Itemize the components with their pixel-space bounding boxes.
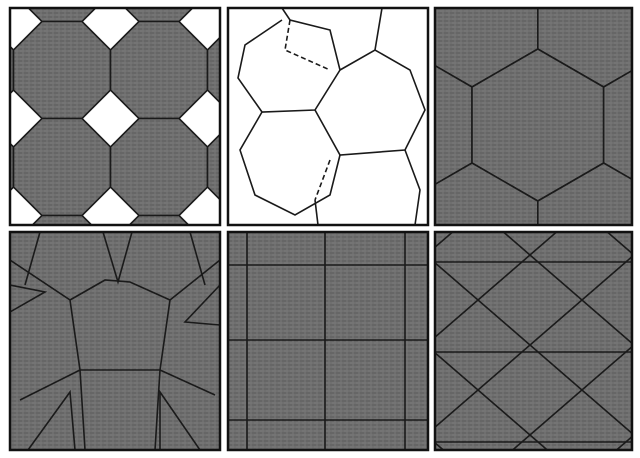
octagon — [206, 36, 220, 104]
hexagon — [537, 162, 632, 225]
outline-panel — [228, 8, 428, 225]
grid-edge — [228, 232, 428, 450]
panel-frame — [226, 6, 430, 227]
hexagon-panel — [435, 8, 632, 225]
tile — [10, 232, 220, 450]
tile-edge — [435, 351, 548, 450]
octagon-square-panel — [10, 8, 220, 225]
gap — [27, 389, 76, 450]
tile-edge — [10, 232, 220, 450]
pentagon-panel — [10, 232, 220, 450]
hexagon — [602, 69, 632, 181]
dashed-outline — [284, 19, 331, 201]
panel-frame — [8, 6, 222, 227]
octagon — [12, 117, 112, 217]
tile-edge — [435, 255, 632, 429]
octagon — [109, 20, 209, 120]
polygon-outline — [314, 199, 319, 225]
gap — [159, 389, 201, 450]
panel-frame — [8, 230, 222, 452]
gap — [183, 283, 220, 326]
octagon — [12, 20, 112, 120]
polygon-outline — [404, 149, 421, 225]
polygon-outline — [374, 8, 383, 51]
polygon-outline — [239, 111, 341, 216]
panel-frame — [433, 6, 634, 227]
tile-edge — [512, 345, 632, 450]
panel-frame — [226, 230, 430, 452]
panel-frame — [433, 230, 634, 452]
gap — [102, 232, 133, 285]
octagon — [206, 133, 220, 201]
tile — [228, 232, 428, 450]
octagon — [109, 117, 209, 217]
tile-edge — [435, 232, 558, 339]
background — [228, 8, 428, 225]
square-grid-panel — [228, 232, 428, 450]
gap — [10, 284, 48, 313]
